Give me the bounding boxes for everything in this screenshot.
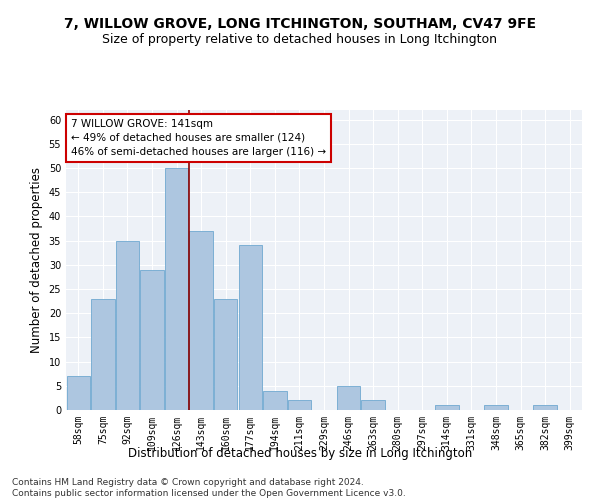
Text: 7 WILLOW GROVE: 141sqm
← 49% of detached houses are smaller (124)
46% of semi-de: 7 WILLOW GROVE: 141sqm ← 49% of detached… xyxy=(71,119,326,157)
Bar xyxy=(190,231,213,410)
Bar xyxy=(239,246,262,410)
Bar xyxy=(337,386,360,410)
Bar xyxy=(435,405,458,410)
Bar xyxy=(140,270,164,410)
Bar xyxy=(263,390,287,410)
Text: 7, WILLOW GROVE, LONG ITCHINGTON, SOUTHAM, CV47 9FE: 7, WILLOW GROVE, LONG ITCHINGTON, SOUTHA… xyxy=(64,18,536,32)
Text: Contains HM Land Registry data © Crown copyright and database right 2024.
Contai: Contains HM Land Registry data © Crown c… xyxy=(12,478,406,498)
Bar xyxy=(116,240,139,410)
Bar xyxy=(361,400,385,410)
Bar xyxy=(214,298,238,410)
Text: Distribution of detached houses by size in Long Itchington: Distribution of detached houses by size … xyxy=(128,448,472,460)
Bar xyxy=(67,376,90,410)
Text: Size of property relative to detached houses in Long Itchington: Size of property relative to detached ho… xyxy=(103,32,497,46)
Y-axis label: Number of detached properties: Number of detached properties xyxy=(30,167,43,353)
Bar xyxy=(165,168,188,410)
Bar xyxy=(288,400,311,410)
Bar xyxy=(91,298,115,410)
Bar xyxy=(484,405,508,410)
Bar xyxy=(533,405,557,410)
